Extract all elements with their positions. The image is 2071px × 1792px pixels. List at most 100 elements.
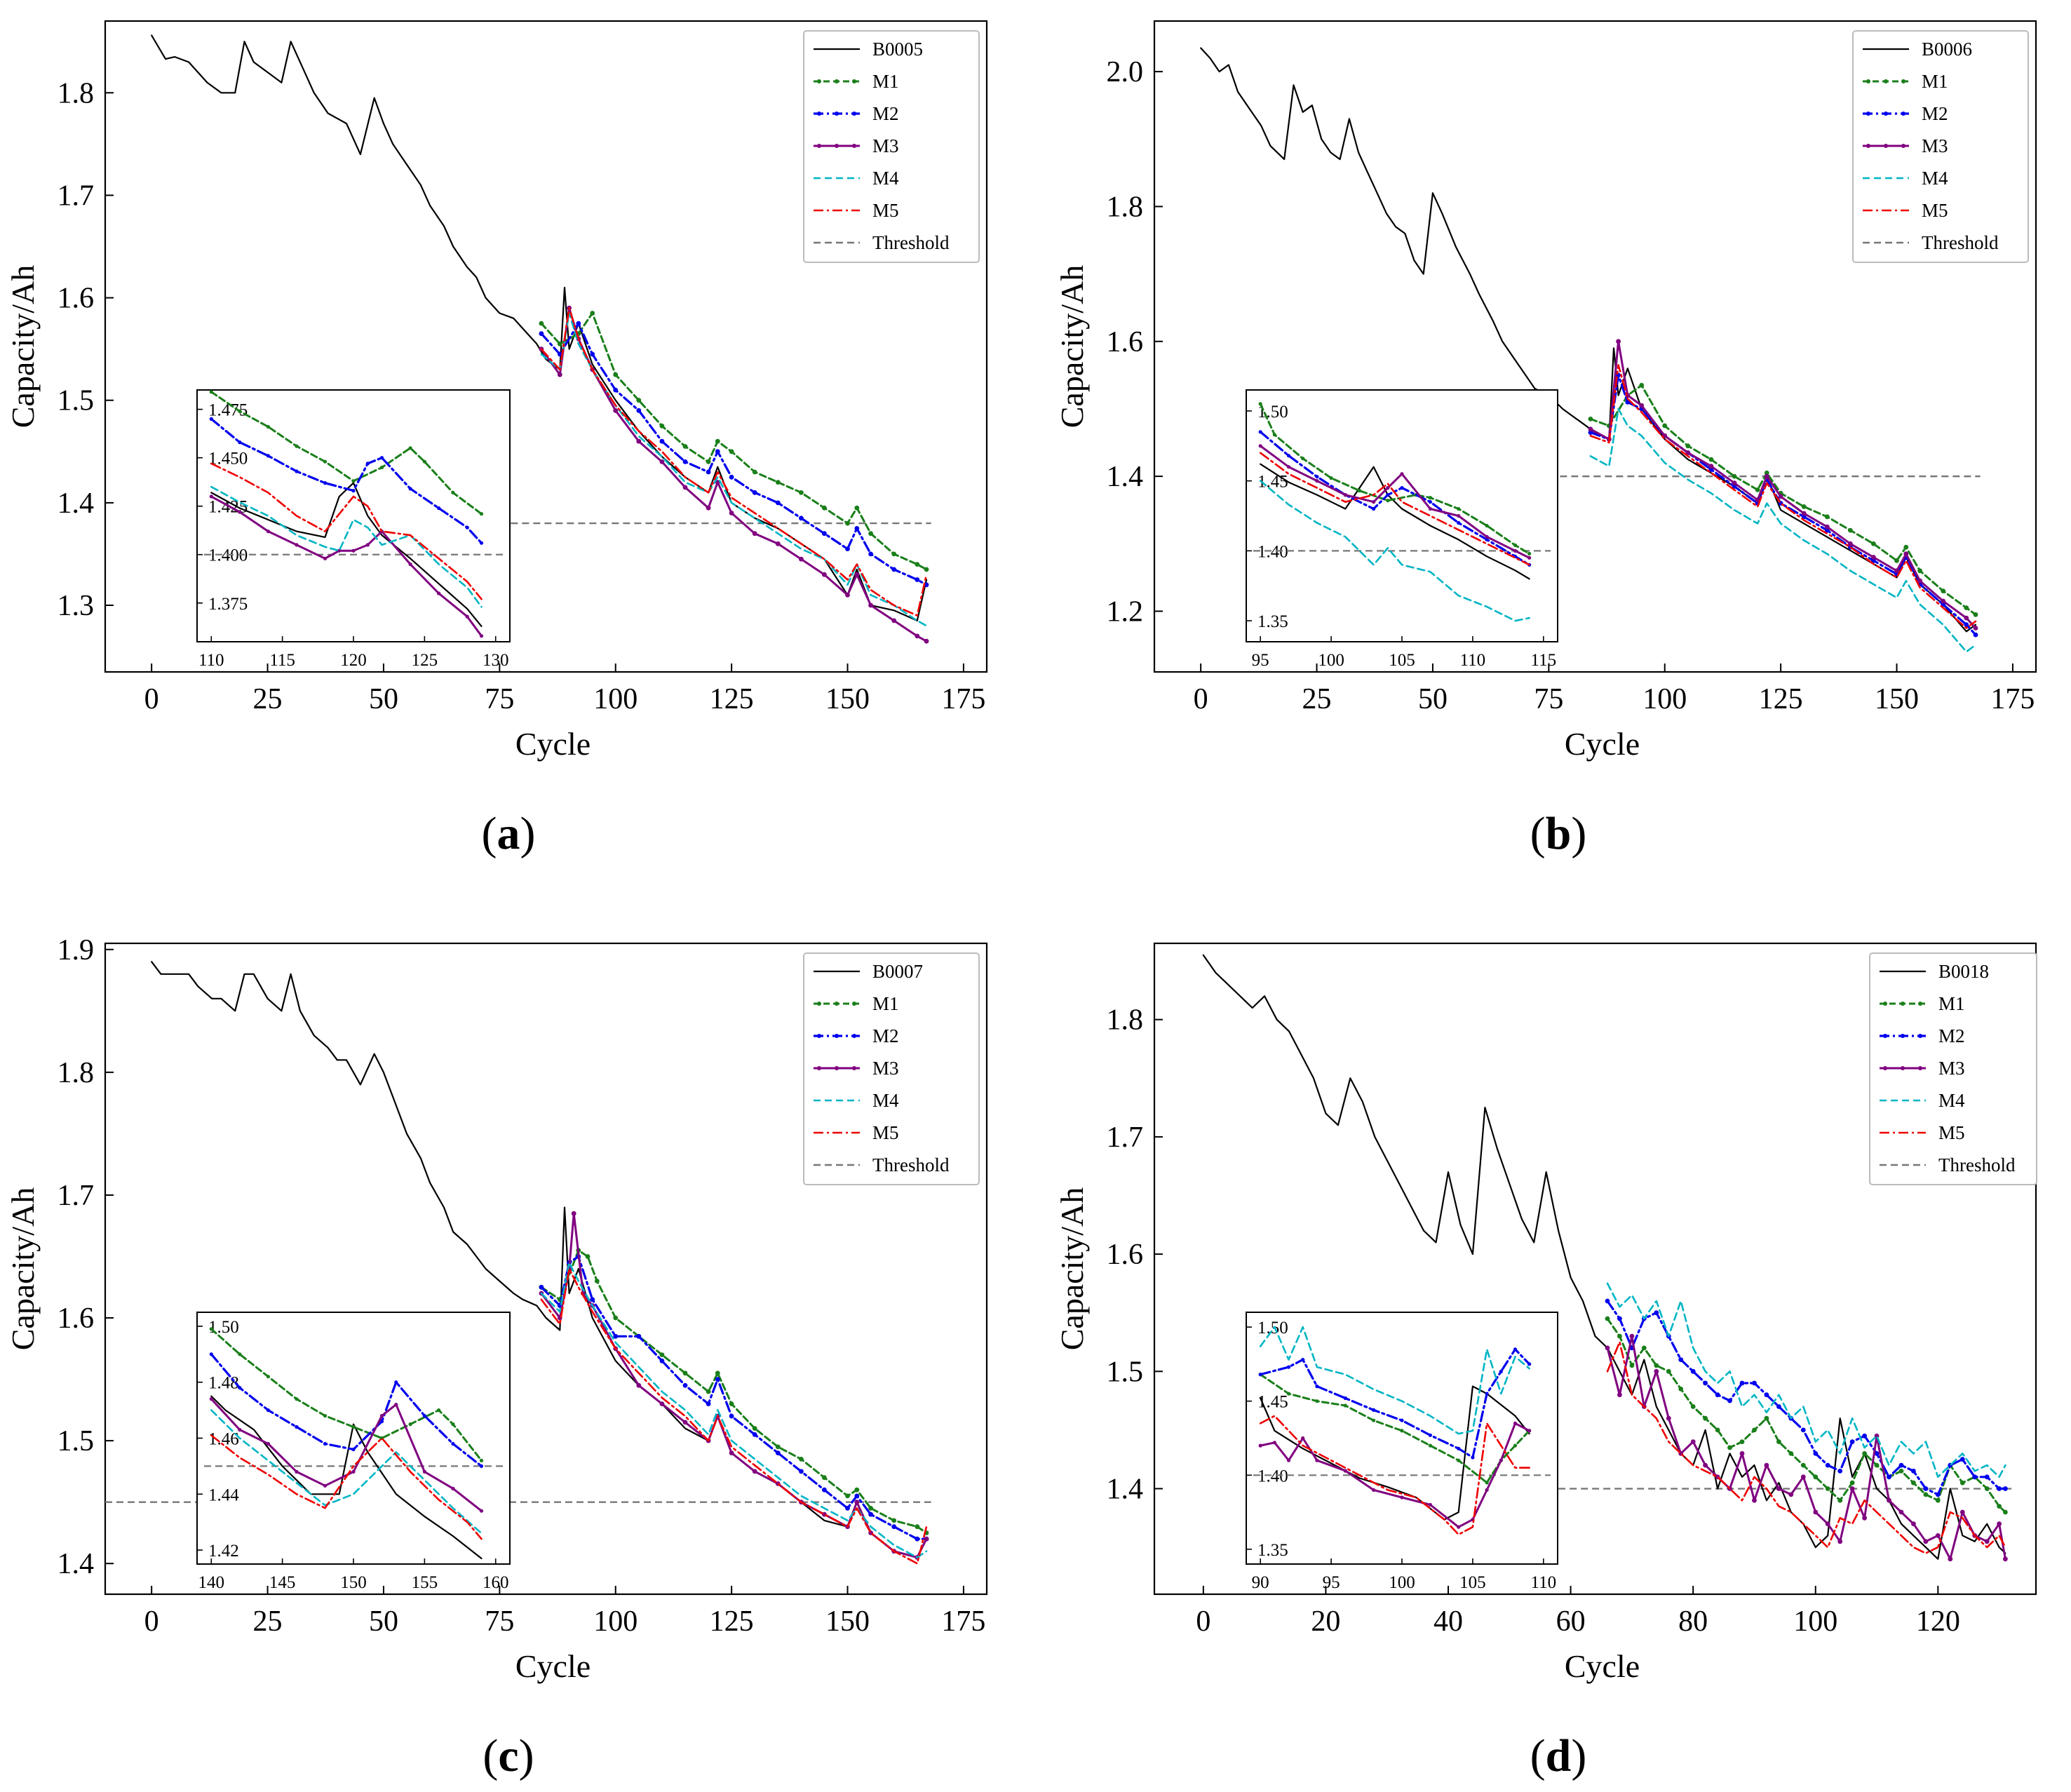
- series-group: [151, 34, 931, 644]
- series-m1-point: [915, 1524, 920, 1530]
- series-m2-point: [729, 474, 734, 480]
- series-m3-point: [1997, 1521, 2002, 1527]
- series-m3-point: [613, 407, 619, 413]
- series-m1-point: [1984, 1486, 1990, 1491]
- inset-series-m2-point: [351, 1447, 356, 1452]
- inset-series-m1-point: [266, 424, 270, 429]
- inset-series-m2-line: [1259, 1348, 1531, 1459]
- inset-series-m1-point: [1343, 1403, 1347, 1408]
- legend-label-b0007: B0007: [872, 961, 923, 982]
- series-m2-point: [1898, 1462, 1904, 1468]
- inset-x-tick-label: 150: [340, 1573, 367, 1592]
- legend-marker: [1866, 144, 1870, 148]
- inset-x-tick-label: 105: [1459, 1573, 1486, 1592]
- series-m1-point: [1776, 1439, 1781, 1445]
- series-m3-point: [1948, 1556, 1953, 1562]
- x-tick-label: 125: [710, 1605, 754, 1638]
- legend-box: [1852, 30, 2029, 263]
- inset-series-m1-point: [238, 1352, 242, 1356]
- series-m2-point: [1973, 632, 1978, 638]
- inset-series-m2-point: [238, 1386, 242, 1390]
- chart-panel-d: 0 20 40 60 80 100 120 1.4 1.5 1.6 1.7 1.8 Cycle Capac…: [1054, 942, 2037, 1781]
- inset-series-m3-point: [1343, 493, 1347, 497]
- inset-series-m2-point: [1400, 486, 1404, 490]
- x-tick-label: 100: [1642, 683, 1687, 715]
- x-axis-label: Cycle: [1565, 1648, 1640, 1684]
- inset-plot-area: [196, 1312, 511, 1565]
- series-m2-point: [854, 526, 860, 531]
- inset-series-m3-point: [266, 1441, 270, 1446]
- series-m1-point: [539, 321, 544, 326]
- inset-series-m3-point: [422, 1469, 427, 1474]
- x-tick-label: 120: [1916, 1605, 1960, 1638]
- series-m3-point: [682, 1420, 688, 1425]
- x-tick-label: 0: [1196, 1605, 1210, 1638]
- series-m3-point: [1732, 480, 1737, 486]
- inset-series-m3-point: [379, 1414, 384, 1418]
- inset-series-m3-point: [1485, 534, 1489, 539]
- y-tick-label: 1.8: [58, 77, 95, 109]
- series-m3-point: [924, 638, 929, 644]
- series-m3-point: [1825, 1521, 1830, 1527]
- series-m2-point: [868, 551, 873, 557]
- legend-label-threshold: Threshold: [872, 232, 950, 253]
- series-m2-point: [636, 407, 642, 413]
- inset-series-m3-point: [295, 1469, 299, 1474]
- series-m3-point: [1764, 1462, 1769, 1468]
- legend-label-m3: M3: [1938, 1058, 1965, 1079]
- inset-series-m1-point: [295, 1397, 299, 1401]
- legend: B0006 M1 M2 M3 M4 M5 Threshold: [1852, 30, 2029, 263]
- inset-series-m3-point: [1400, 1495, 1404, 1500]
- y-tick-label: 1.8: [1107, 191, 1144, 223]
- inset-series-m3-point: [1527, 1429, 1532, 1433]
- series-m1-point: [1727, 1445, 1732, 1450]
- inset-series-m1-point: [1258, 402, 1262, 406]
- series-m2-point: [1776, 1404, 1781, 1409]
- inset-x-tick-label: 90: [1252, 1573, 1269, 1592]
- y-tick-label: 1.4: [1107, 461, 1144, 493]
- inset-series-m2-point: [379, 456, 384, 460]
- legend-label-m4: M4: [1922, 168, 1948, 189]
- panel-caption: (c): [483, 1730, 534, 1781]
- inset-series-m2-point: [1258, 430, 1262, 434]
- legend-label-threshold: Threshold: [1938, 1154, 2016, 1175]
- series-m1-point: [729, 449, 734, 454]
- inset-series-m1-point: [1329, 476, 1333, 480]
- legend: B0007 M1 M2 M3 M4 M5 Threshold: [803, 952, 980, 1185]
- inset-series-m2-point: [1471, 1455, 1475, 1460]
- inset-x-tick-label: 110: [1531, 1573, 1557, 1592]
- series-m2-point: [715, 449, 720, 454]
- inset-x-tick-label: 95: [1252, 651, 1269, 670]
- series-m2-point: [1801, 514, 1807, 520]
- inset-series-m1-point: [209, 1327, 213, 1331]
- series-m1-point: [845, 520, 850, 526]
- series-actual-line: [1200, 47, 1977, 633]
- series-m2-point: [752, 490, 757, 495]
- legend-label-m4: M4: [1938, 1090, 1965, 1111]
- inset-series-m3-point: [1386, 486, 1390, 490]
- inset-series-m2-point: [437, 506, 441, 511]
- inset-series-m2-point: [209, 417, 213, 422]
- inset-series-m2-point: [1258, 1373, 1262, 1377]
- inset-series-m3-point: [1258, 444, 1262, 448]
- inset-x-tick-label: 140: [198, 1573, 225, 1592]
- series-m2-point: [613, 387, 619, 393]
- legend-marker: [852, 79, 856, 83]
- inset-y-tick-label: 1.375: [208, 595, 248, 614]
- inset-series-m1-line: [1259, 403, 1531, 555]
- inset-x-tick-label: 115: [269, 651, 295, 670]
- inset-series-m3-point: [337, 548, 342, 553]
- series-m4-line: [540, 312, 928, 627]
- legend-marker: [1866, 79, 1870, 83]
- series-m1-point: [613, 372, 619, 377]
- series-m2-point: [1708, 467, 1714, 472]
- series-m2-point: [1887, 1474, 1891, 1480]
- legend-marker: [1866, 112, 1870, 116]
- series-m1-point: [1824, 514, 1830, 520]
- x-tick-label: 25: [253, 683, 283, 715]
- series-m3-point: [1764, 473, 1769, 479]
- legend-box: [803, 30, 980, 263]
- series-m1-point: [1903, 544, 1909, 550]
- inset-series-m2-point: [1400, 1418, 1404, 1422]
